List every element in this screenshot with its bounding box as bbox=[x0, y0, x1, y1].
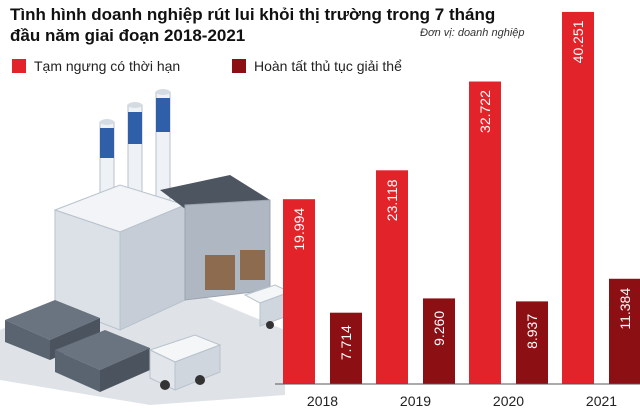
value-label-dissolved-2021: 11.384 bbox=[617, 288, 633, 330]
value-label-dissolved-2019: 9.260 bbox=[431, 311, 447, 346]
value-label-dissolved-2018: 7.714 bbox=[338, 325, 354, 360]
value-label-suspended-2021: 40.251 bbox=[570, 20, 586, 63]
legend-swatch-dissolved bbox=[232, 59, 246, 73]
x-tick-label-2018: 2018 bbox=[307, 393, 338, 409]
chart-title: Tình hình doanh nghiệp rút lui khỏi thị … bbox=[10, 5, 496, 45]
bar-dissolved-2018 bbox=[330, 312, 362, 384]
value-label-suspended-2020: 32.722 bbox=[477, 90, 493, 133]
bar-suspended-2020 bbox=[469, 81, 501, 384]
bar-dissolved-2020 bbox=[516, 301, 548, 384]
legend-item-dissolved: Hoàn tất thủ tục giải thể bbox=[232, 56, 402, 76]
bar-suspended-2018 bbox=[283, 199, 315, 384]
bar-dissolved-2021 bbox=[609, 278, 640, 384]
bar-suspended-2019 bbox=[376, 170, 408, 384]
legend-label-suspended: Tạm ngưng có thời hạn bbox=[34, 58, 181, 74]
bar-suspended-2021 bbox=[562, 11, 594, 385]
legend-item-suspended: Tạm ngưng có thời hạn bbox=[12, 56, 180, 76]
chimney-icon bbox=[99, 89, 171, 218]
x-tick-label-2021: 2021 bbox=[586, 393, 617, 409]
bar-dissolved-2019 bbox=[423, 298, 455, 384]
legend-label-dissolved: Hoàn tất thủ tục giải thể bbox=[254, 58, 402, 74]
unit-note: Đơn vị: doanh nghiệp bbox=[420, 27, 525, 39]
value-label-suspended-2018: 19.994 bbox=[291, 208, 307, 251]
truck-icon bbox=[148, 284, 292, 391]
x-tick-label-2019: 2019 bbox=[400, 393, 431, 409]
value-label-dissolved-2020: 8.937 bbox=[524, 314, 540, 349]
legend-swatch-suspended bbox=[12, 59, 26, 73]
x-tick-label-2020: 2020 bbox=[493, 393, 524, 409]
value-label-suspended-2019: 23.118 bbox=[384, 179, 400, 221]
container-icon bbox=[5, 300, 150, 392]
